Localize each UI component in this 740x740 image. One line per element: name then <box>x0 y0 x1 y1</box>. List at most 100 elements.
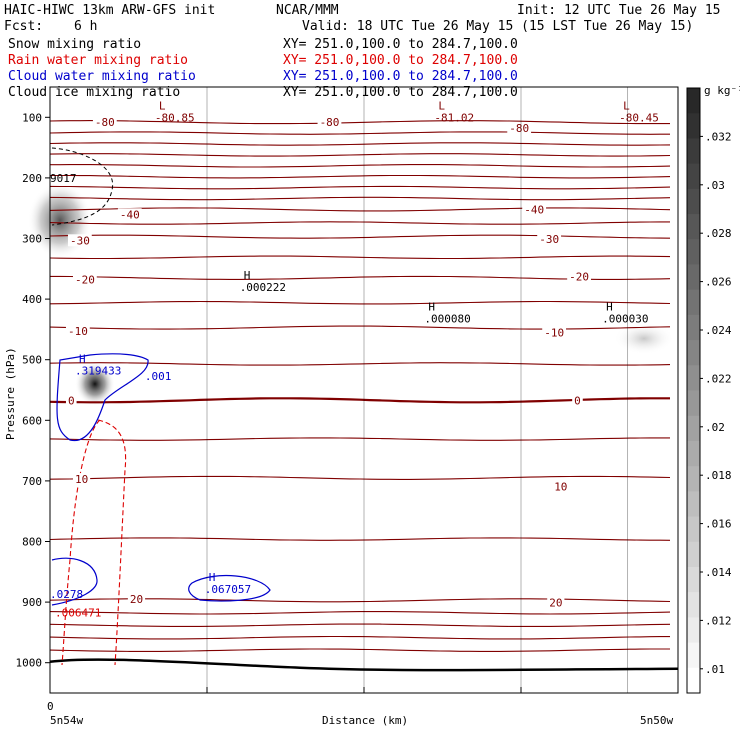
right-location-label: 5n50w <box>640 714 673 727</box>
isotherm-20 <box>49 598 671 603</box>
isotherm-minor <box>49 153 671 157</box>
isotherm-label-bg <box>522 203 547 216</box>
field-xy-1: XY= 251.0,100.0 to 284.7,100.0 <box>283 53 518 68</box>
colorbar-tick-label: .016 <box>705 518 732 531</box>
colorbar-tick-label: .01 <box>705 663 725 676</box>
forecast-label: Fcst: <box>4 19 43 34</box>
field-xy-0: XY= 251.0,100.0 to 284.7,100.0 <box>283 37 518 52</box>
cloud-water-contour <box>188 574 271 602</box>
extremum-mark: H <box>606 300 613 313</box>
isotherm-label: -10 <box>68 325 88 338</box>
isotherm-label-bg <box>567 270 591 283</box>
isotherm-minor <box>49 255 671 260</box>
isotherm--20 <box>50 275 671 280</box>
colorbar-swatch <box>687 138 700 165</box>
isotherm-label: -40 <box>524 203 544 216</box>
colorbar-swatch <box>687 466 700 492</box>
isotherm-label: -20 <box>569 271 589 284</box>
isotherm-minor <box>49 131 670 135</box>
colorbar-tick-label: .018 <box>705 469 732 482</box>
isotherm-label: 0 <box>574 394 581 407</box>
isotherm-label-bg <box>72 273 97 286</box>
colorbar-tick-label: .03 <box>705 179 725 192</box>
colorbar-swatch <box>687 541 700 568</box>
colorbar-swatch <box>687 516 700 543</box>
colorbar-swatch <box>687 667 700 694</box>
isotherm-label-bg <box>127 593 146 606</box>
isotherm-label: -40 <box>120 208 140 221</box>
isotherm-minor <box>49 221 670 225</box>
extremum-mark: L <box>159 99 166 112</box>
colorbar-tick-label: .032 <box>705 130 732 143</box>
isotherm-label: -10 <box>544 326 564 339</box>
colorbar-tick-label: .02 <box>705 421 725 434</box>
extremum-value: -81.02 <box>434 111 474 124</box>
isotherm-label-bg <box>65 325 90 338</box>
colorbar-swatch <box>687 289 700 316</box>
y-tick-label: 800 <box>22 536 42 549</box>
extremum-value: .000030 <box>602 312 648 325</box>
isotherm-minor <box>49 537 671 541</box>
isotherm-label-bg <box>317 116 342 129</box>
rain-water-contour <box>61 419 127 666</box>
colorbar-tick-label: .012 <box>705 614 732 627</box>
terrain-surface <box>49 658 679 672</box>
colorbar-swatch <box>687 440 700 467</box>
isotherm-label: 10 <box>554 480 567 493</box>
colorbar-swatch <box>687 188 700 215</box>
y-tick-label: 300 <box>22 233 42 246</box>
colorbar-swatch <box>687 314 700 341</box>
isotherm-minor <box>49 362 671 366</box>
colorbar-swatch <box>687 390 700 417</box>
field-name-2: Cloud water mixing ratio <box>8 69 196 84</box>
colorbar-swatch <box>687 642 700 669</box>
isotherm-minor <box>49 142 671 146</box>
extremum-mark: H <box>428 300 435 313</box>
y-tick-label: 900 <box>22 596 42 609</box>
shaded-maximum-2 <box>614 322 675 355</box>
isotherm--80 <box>49 120 670 125</box>
colorbar-tick-label: .028 <box>705 227 732 240</box>
cloud-water-contour <box>56 353 149 442</box>
isotherm-minor <box>49 623 671 627</box>
y-tick-label: 100 <box>22 111 42 124</box>
isotherm-label: -80 <box>320 116 340 129</box>
colorbar-unit: g kg⁻¹ <box>704 84 740 97</box>
colorbar-tick-label: .024 <box>705 324 732 337</box>
isotherm--40 <box>49 207 671 212</box>
isotherm-label: 20 <box>130 593 143 606</box>
extremum-mark: H <box>79 353 86 366</box>
extremum-mark: H <box>209 571 216 584</box>
isotherm-label: -30 <box>539 233 559 246</box>
isotherm-minor <box>49 300 671 305</box>
extremum-value: .0278 <box>50 588 83 601</box>
extremum-value: 9017 <box>50 172 77 185</box>
isotherm--10 <box>49 325 671 330</box>
isotherm-minor <box>49 611 671 615</box>
field-name-3: Cloud ice mixing ratio <box>8 85 180 100</box>
field-name-1: Rain water mixing ratio <box>8 53 188 68</box>
isotherm-minor <box>49 648 670 652</box>
isotherm-label-bg <box>117 208 142 221</box>
init-time: Init: 12 UTC Tue 26 May 15 <box>517 3 721 18</box>
isotherm-minor <box>50 174 671 179</box>
extremum-value: -80.85 <box>155 111 195 124</box>
field-xy-2: XY= 251.0,100.0 to 284.7,100.0 <box>283 69 518 84</box>
isotherm-minor <box>49 437 670 441</box>
valid-time: Valid: 18 UTC Tue 26 May 15 (15 LST Tue … <box>302 19 693 34</box>
forecast-hour: 6 h <box>74 19 97 34</box>
y-tick-label: 1000 <box>16 657 43 670</box>
colorbar: .01 .012 .014 .016 .018 .02 .022 .024 .026 .028 .0… <box>686 84 740 694</box>
isotherm--30 <box>49 234 671 239</box>
extremum-value: .000080 <box>424 312 470 325</box>
colorbar-swatch <box>687 264 700 291</box>
y-axis-label: Pressure (hPa) <box>4 347 17 440</box>
isotherm-label: 10 <box>75 473 88 486</box>
colorbar-frame <box>686 87 701 694</box>
y-tick-label: 700 <box>22 475 42 488</box>
isotherm-label: -30 <box>70 234 90 247</box>
isotherm-minor <box>49 185 671 190</box>
isotherm-label-bg <box>67 234 92 247</box>
isotherm-minor <box>49 196 671 201</box>
